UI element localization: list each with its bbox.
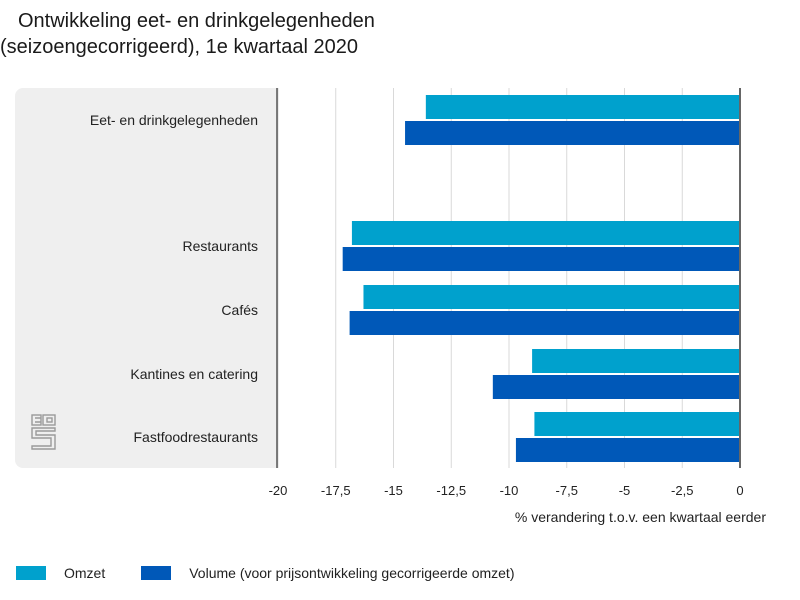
bar-omzet[interactable] [363, 285, 740, 309]
category-label: Kantines en catering [130, 366, 258, 382]
legend-swatch-volume [141, 566, 172, 580]
legend-label-volume: Volume (voor prijsontwikkeling gecorrige… [189, 565, 515, 581]
bar-volume[interactable] [405, 121, 740, 145]
x-tick-label: -2,5 [671, 483, 693, 498]
cbs-logo-icon [31, 414, 56, 450]
bar-volume[interactable] [515, 438, 740, 462]
x-tick-label: 0 [736, 483, 743, 498]
bar-omzet[interactable] [425, 95, 740, 119]
legend-item-volume[interactable]: Volume (voor prijsontwikkeling gecorrige… [141, 565, 515, 581]
x-tick-label: -20 [269, 483, 288, 498]
bar-omzet[interactable] [351, 221, 740, 245]
legend: Omzet Volume (voor prijsontwikkeling gec… [16, 565, 551, 581]
x-axis-title: % verandering t.o.v. een kwartaal eerder [515, 509, 766, 525]
category-labels: Eet- en drinkgelegenheden Restaurants Café… [90, 112, 258, 445]
bar-volume[interactable] [492, 375, 740, 399]
chart-title: Ontwikkeling eet- en drinkgelegenheden (… [0, 8, 375, 60]
bar-omzet[interactable] [534, 412, 740, 436]
x-tick-label: -17,5 [321, 483, 351, 498]
category-panel [15, 88, 277, 468]
legend-swatch-omzet [16, 566, 46, 580]
bar-volume[interactable] [342, 247, 740, 271]
x-tick-label: -5 [619, 483, 631, 498]
bars [342, 95, 740, 462]
chart-title-line-2: (seizoengecorrigeerd), 1e kwartaal 2020 [0, 36, 358, 58]
chart-title-line-1: Ontwikkeling eet- en drinkgelegenheden [18, 10, 375, 32]
category-label: Eet- en drinkgelegenheden [90, 112, 258, 128]
x-tick-labels: -20 -17,5 -15 -12,5 -10 -7,5 -5 -2,5 0 [269, 483, 744, 498]
x-tick-label: -7,5 [556, 483, 578, 498]
bar-volume[interactable] [349, 311, 740, 335]
category-label: Fastfoodrestaurants [133, 429, 258, 445]
legend-item-omzet[interactable]: Omzet [16, 565, 105, 581]
x-tick-label: -12,5 [436, 483, 466, 498]
legend-label-omzet: Omzet [64, 565, 106, 581]
x-tick-label: -15 [384, 483, 403, 498]
gridlines [277, 88, 683, 468]
category-label: Cafés [221, 302, 258, 318]
x-tick-label: -10 [500, 483, 519, 498]
category-label: Restaurants [183, 238, 258, 254]
bar-omzet[interactable] [532, 349, 740, 373]
